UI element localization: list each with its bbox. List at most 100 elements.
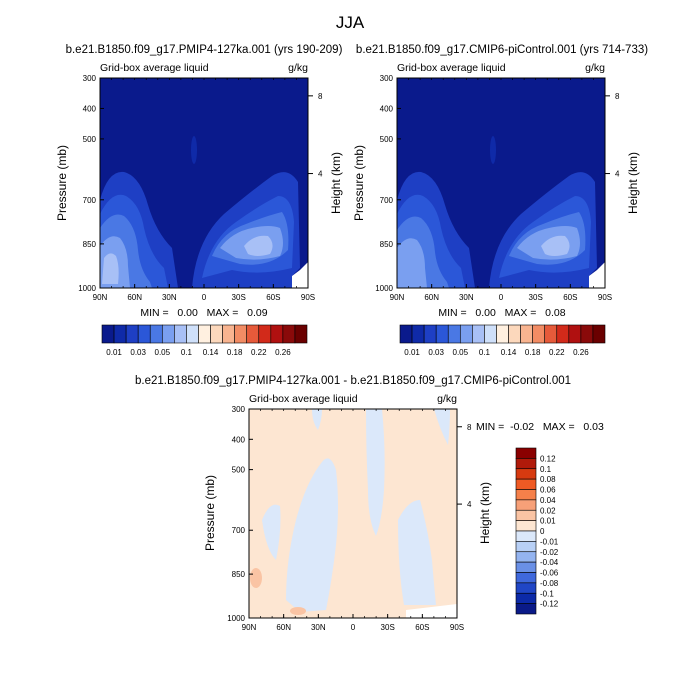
colorbar-label: 0.01 (106, 348, 122, 357)
y-axis-label: Pressure (mb) (203, 475, 217, 551)
colorbar-label: -0.01 (540, 537, 559, 546)
y2-tick-label: 4 (467, 500, 472, 509)
y-tick-label: 500 (83, 135, 97, 144)
y-tick-label: 700 (380, 196, 394, 205)
colorbar-box (186, 324, 199, 344)
y2-axis-label: Height (km) (626, 152, 640, 214)
x-tick-label: 30N (459, 293, 474, 302)
colorbar-box (515, 520, 537, 532)
colorbar: 0.01 0.03 0.05 0.1 0.14 0.18 0.22 0.26 (399, 324, 606, 357)
colorbar-label: 0.01 (540, 517, 556, 526)
colorbar-box (515, 561, 537, 573)
colorbar-box (423, 324, 437, 344)
colorbar-box (515, 509, 537, 521)
colorbar-box (515, 458, 537, 470)
x-tick-label: 30S (381, 623, 395, 632)
colorbar-box (282, 324, 296, 344)
colorbar-label: 0.04 (540, 496, 556, 505)
panel-title: b.e21.B1850.f09_g17.PMIP4-127ka.001 - b.… (135, 375, 571, 387)
colorbar-box (515, 572, 537, 584)
colorbar-label: -0.1 (540, 589, 554, 598)
y-tick-label: 850 (380, 240, 394, 249)
colorbar-box (508, 324, 521, 344)
colorbar-label: -0.08 (540, 579, 559, 588)
min-max-label: MIN = -0.02 MAX = 0.03 (476, 421, 604, 433)
colorbar-box (174, 324, 187, 344)
panel-title: b.e21.B1850.f09_g17.CMIP6-piControl.001 … (356, 44, 648, 56)
colorbar-box (258, 324, 272, 344)
x-tick-label: 30N (162, 293, 177, 302)
y2-axis-label: Height (km) (329, 152, 343, 214)
colorbar-box (515, 603, 537, 615)
x-tick-label: 60N (424, 293, 439, 302)
colorbar-label: 0.02 (540, 506, 556, 515)
y-tick-label: 400 (83, 104, 97, 113)
colorbar-box (515, 468, 537, 480)
contour-fill (397, 78, 605, 288)
x-tick-label: 60S (563, 293, 577, 302)
colorbar-box (568, 324, 582, 344)
colorbar-box (515, 447, 537, 459)
colorbar-box (435, 324, 449, 344)
left-label: Grid-box average liquid (249, 393, 358, 405)
y-axis-label: Pressure (mb) (55, 145, 69, 221)
colorbar-box (246, 324, 260, 344)
colorbar-label: 0.14 (203, 348, 219, 357)
colorbar-box (411, 324, 425, 344)
x-tick-label: 60S (415, 623, 429, 632)
colorbar-label: 0.12 (540, 454, 556, 463)
x-tick-label: 90S (598, 293, 612, 302)
colorbar-label: -0.06 (540, 569, 559, 578)
colorbar-label: -0.04 (540, 558, 559, 567)
colorbar-label: 0.1 (479, 348, 491, 357)
colorbar-label: 0.22 (251, 348, 267, 357)
right-label: g/kg (437, 393, 457, 405)
y2-tick-label: 4 (318, 170, 323, 179)
colorbar-box (222, 324, 235, 344)
colorbar-label: 0.1 (540, 465, 552, 474)
x-tick-label: 60N (276, 623, 291, 632)
colorbar-label: 0.05 (453, 348, 469, 357)
contour-fill (249, 409, 457, 618)
colorbar-label: 0.1 (181, 348, 193, 357)
right-label: g/kg (288, 62, 308, 74)
y-tick-label: 300 (380, 74, 394, 83)
y-tick-label: 300 (232, 405, 246, 414)
colorbar: 0.120.10.080.060.040.020.010-0.01-0.02-0… (515, 447, 559, 615)
panel-top-right: b.e21.B1850.f09_g17.CMIP6-piControl.001 … (352, 44, 648, 357)
y-tick-label: 1000 (375, 284, 393, 293)
colorbar-box (580, 324, 594, 344)
colorbar-box (294, 324, 308, 344)
colorbar: 0.01 0.03 0.05 0.1 0.14 0.18 0.22 0.26 (101, 324, 308, 357)
x-tick-label: 90N (390, 293, 405, 302)
y-tick-label: 1000 (227, 614, 245, 623)
y2-tick-label: 8 (615, 92, 620, 101)
colorbar-box (515, 551, 537, 563)
contour-fill (100, 78, 308, 288)
colorbar-box (515, 478, 537, 490)
colorbar-label: 0 (540, 527, 545, 536)
colorbar-box (515, 489, 537, 501)
y2-axis-label: Height (km) (478, 482, 492, 544)
x-tick-label: 90S (301, 293, 315, 302)
colorbar-box (496, 324, 509, 344)
colorbar-label: 0.26 (275, 348, 291, 357)
colorbar-box (520, 324, 533, 344)
y-tick-label: 400 (380, 104, 394, 113)
x-tick-label: 30N (311, 623, 326, 632)
colorbar-box (544, 324, 558, 344)
axis-ticks: 90N 60N 30N 0 30S 60S 90S 300 400 500 700 850 1000 8 4 (78, 74, 323, 302)
colorbar-box (149, 324, 163, 344)
colorbar-box (101, 324, 115, 344)
y-tick-label: 300 (83, 74, 97, 83)
x-tick-label: 0 (202, 293, 207, 302)
panel-title: b.e21.B1850.f09_g17.PMIP4-127ka.001 (yrs… (66, 44, 343, 56)
colorbar-label: 0.26 (573, 348, 589, 357)
y-tick-label: 500 (380, 135, 394, 144)
colorbar-label: 0.01 (404, 348, 420, 357)
x-tick-label: 0 (351, 623, 356, 632)
colorbar-label: 0.14 (501, 348, 517, 357)
y-tick-label: 850 (83, 240, 97, 249)
colorbar-box (515, 592, 537, 604)
colorbar-box (198, 324, 211, 344)
